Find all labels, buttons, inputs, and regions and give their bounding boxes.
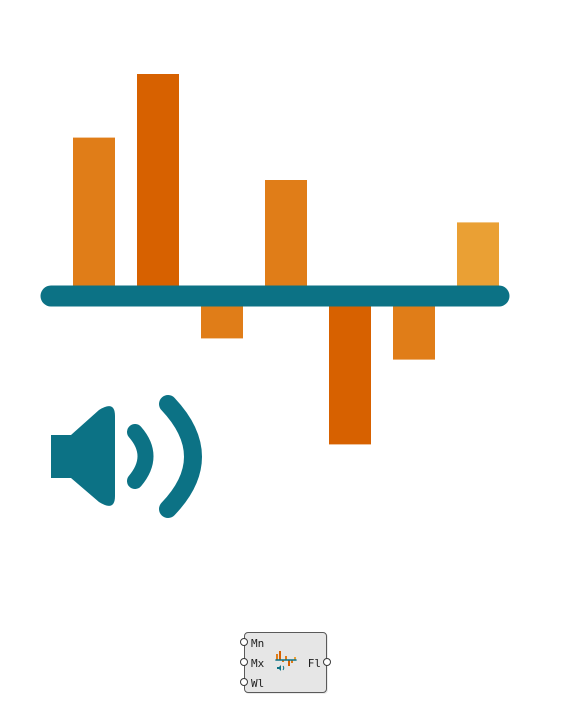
frequency-bar xyxy=(265,180,307,296)
audio-frequency-mini-icon xyxy=(275,651,297,671)
input-label-mn: Mn xyxy=(251,637,265,650)
speaker-icon xyxy=(51,395,202,518)
output-label-fl: Fl xyxy=(307,657,321,670)
input-label-wl: Wl xyxy=(251,677,265,690)
input-port-wl[interactable] xyxy=(240,678,248,686)
audio-frequency-bars-icon xyxy=(40,74,510,518)
grasshopper-component[interactable]: Mn Mx Wl Fl xyxy=(240,632,331,693)
frequency-bar xyxy=(393,296,435,360)
input-port-mn[interactable] xyxy=(240,638,248,646)
frequency-bar xyxy=(73,137,115,296)
frequency-bar xyxy=(457,222,499,296)
input-label-mx: Mx xyxy=(251,657,265,670)
frequency-bar xyxy=(329,296,371,445)
frequency-bar xyxy=(137,74,179,296)
sound-wave-small xyxy=(127,424,154,489)
sound-wave-large xyxy=(159,395,202,518)
input-port-mx[interactable] xyxy=(240,658,248,666)
speaker-cone xyxy=(51,406,115,506)
output-port-fl[interactable] xyxy=(323,658,331,666)
frequency-bars xyxy=(73,74,499,445)
